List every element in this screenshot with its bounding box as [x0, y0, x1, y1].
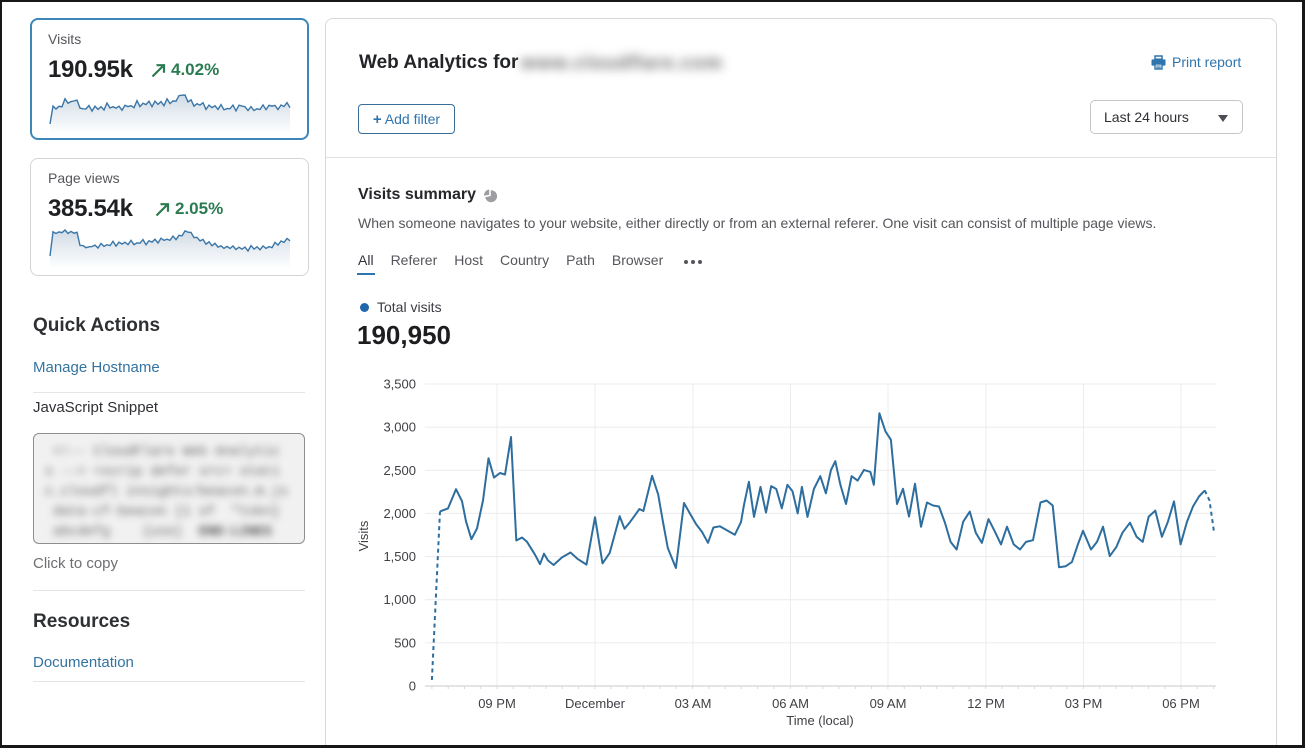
- svg-text:2,500: 2,500: [383, 463, 416, 478]
- svg-text:Time (local): Time (local): [786, 713, 853, 728]
- svg-text:December: December: [565, 696, 626, 711]
- svg-text:2,000: 2,000: [383, 506, 416, 521]
- svg-text:03 PM: 03 PM: [1065, 696, 1103, 711]
- svg-text:0: 0: [409, 679, 416, 694]
- svg-text:500: 500: [394, 635, 416, 650]
- svg-text:3,500: 3,500: [383, 377, 416, 392]
- svg-text:06 PM: 06 PM: [1162, 696, 1200, 711]
- svg-text:1,000: 1,000: [383, 592, 416, 607]
- svg-text:3,000: 3,000: [383, 420, 416, 435]
- svg-text:03 AM: 03 AM: [675, 696, 712, 711]
- svg-text:Visits: Visits: [356, 520, 371, 551]
- svg-text:09 PM: 09 PM: [478, 696, 516, 711]
- svg-text:06 AM: 06 AM: [772, 696, 809, 711]
- svg-text:09 AM: 09 AM: [870, 696, 907, 711]
- svg-text:1,500: 1,500: [383, 549, 416, 564]
- svg-text:12 PM: 12 PM: [967, 696, 1005, 711]
